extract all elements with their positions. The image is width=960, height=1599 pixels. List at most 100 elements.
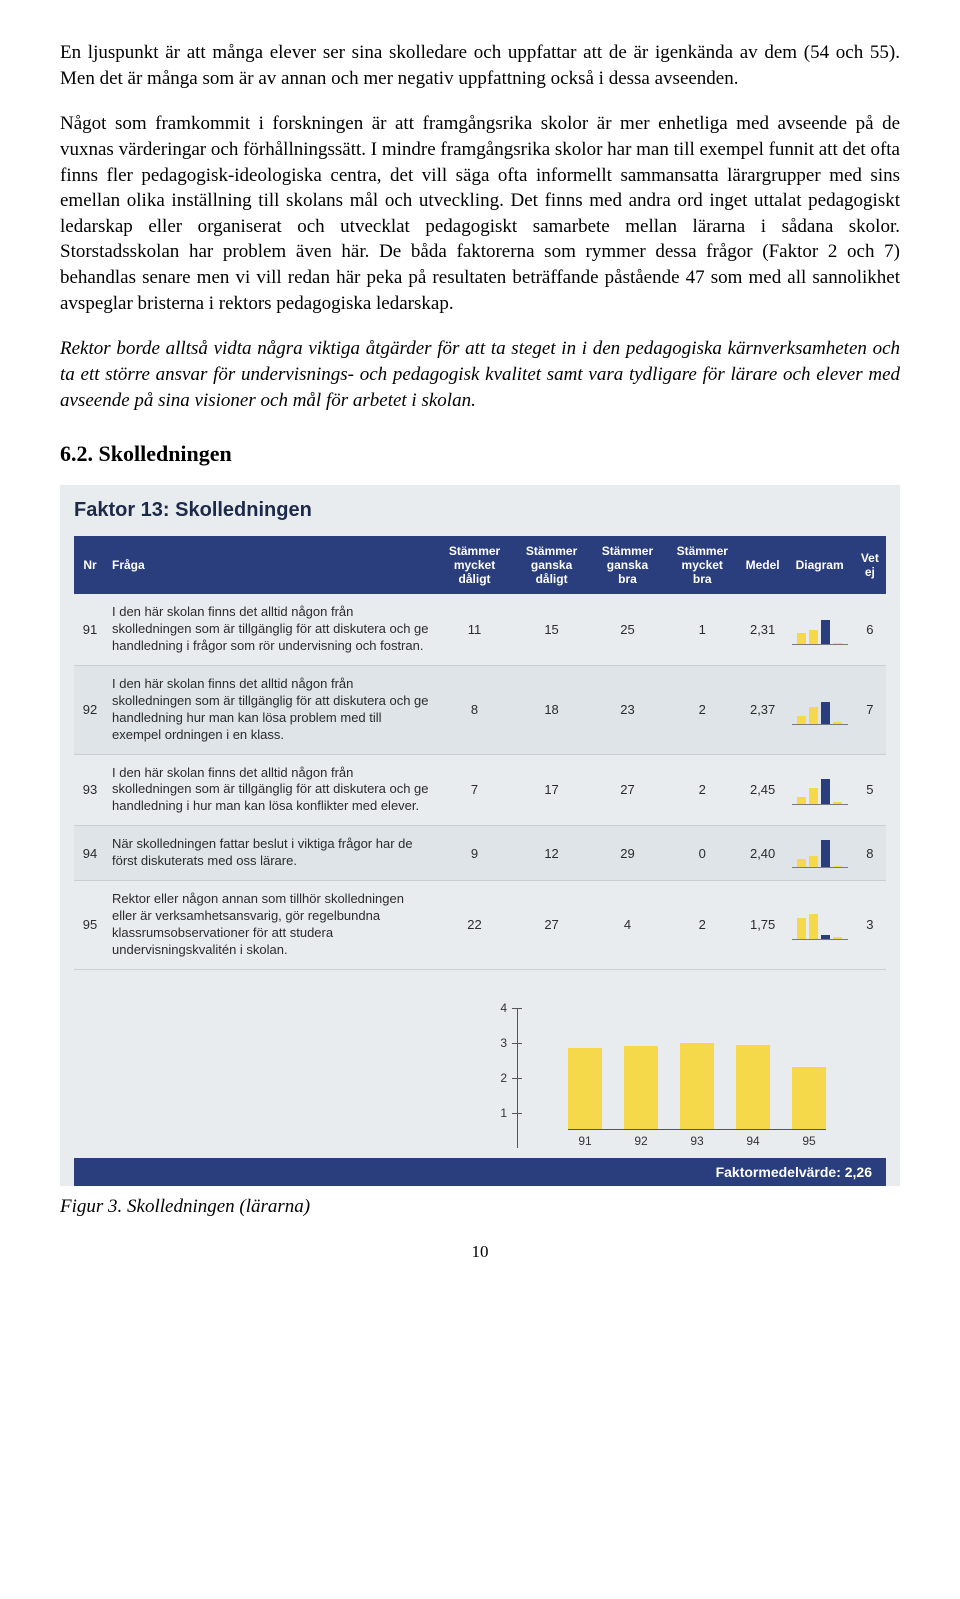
table-row: 92I den här skolan finns det alltid någo…: [74, 666, 886, 755]
mini-chart: [792, 775, 848, 805]
mini-bar: [809, 630, 818, 644]
th-c1: Stämmer mycket dåligt: [436, 536, 513, 594]
summary-chart: 1234 91 92 93 94 95: [490, 990, 826, 1148]
th-diagram: Diagram: [786, 536, 854, 594]
cell-nr: 95: [74, 881, 106, 970]
summary-x-label: 93: [680, 1134, 714, 1148]
summary-bar: [736, 1045, 770, 1129]
mini-bar: [809, 788, 818, 804]
factor-footer: Faktormedelvärde: 2,26: [74, 1158, 886, 1186]
y-tick: [512, 1113, 522, 1114]
mini-bar: [797, 918, 806, 939]
cell-c2: 12: [513, 826, 590, 881]
summary-x-label: 94: [736, 1134, 770, 1148]
summary-x-label: 95: [792, 1134, 826, 1148]
summary-x-label: 91: [568, 1134, 602, 1148]
cell-vet: 7: [854, 666, 886, 755]
mini-bar: [833, 937, 842, 939]
figure-caption: Figur 3. Skolledningen (lärarna): [60, 1196, 900, 1218]
mini-bar: [821, 840, 830, 867]
cell-diagram: [786, 754, 854, 826]
y-tick-label: 4: [500, 1001, 507, 1015]
cell-c4: 0: [665, 826, 740, 881]
cell-c3: 27: [590, 754, 665, 826]
cell-diagram: [786, 594, 854, 665]
cell-c4: 1: [665, 594, 740, 665]
paragraph-3: Rektor borde alltså vidta några viktiga …: [60, 336, 900, 413]
summary-bar-col: [736, 1045, 770, 1129]
mini-bar: [833, 866, 842, 867]
mini-chart: [792, 838, 848, 868]
th-medel: Medel: [740, 536, 786, 594]
table-row: 95Rektor eller någon annan som tillhör s…: [74, 881, 886, 970]
mini-bar: [809, 914, 818, 939]
cell-c1: 7: [436, 754, 513, 826]
summary-bar-col: [624, 1046, 658, 1129]
mini-bar: [797, 859, 806, 867]
cell-vet: 8: [854, 826, 886, 881]
cell-question: I den här skolan finns det alltid någon …: [106, 754, 436, 826]
factor-table: Nr Fråga Stämmer mycket dåligt Stämmer g…: [74, 536, 886, 969]
factor-box: Faktor 13: Skolledningen Nr Fråga Stämme…: [60, 485, 900, 1185]
cell-c4: 2: [665, 881, 740, 970]
cell-nr: 93: [74, 754, 106, 826]
cell-question: Rektor eller någon annan som tillhör sko…: [106, 881, 436, 970]
cell-c2: 15: [513, 594, 590, 665]
y-tick-label: 3: [500, 1036, 507, 1050]
section-heading: 6.2. Skolledningen: [60, 441, 900, 467]
cell-c3: 29: [590, 826, 665, 881]
cell-medel: 2,40: [740, 826, 786, 881]
mini-bar: [821, 702, 830, 723]
th-nr: Nr: [74, 536, 106, 594]
cell-diagram: [786, 826, 854, 881]
y-axis: 1234: [490, 1008, 518, 1148]
y-tick: [512, 1043, 522, 1044]
mini-bar: [833, 722, 842, 724]
y-tick-label: 1: [500, 1106, 507, 1120]
cell-c3: 4: [590, 881, 665, 970]
th-fraga: Fråga: [106, 536, 436, 594]
paragraph-2: Något som framkommit i forskningen är at…: [60, 111, 900, 316]
cell-question: I den här skolan finns det alltid någon …: [106, 594, 436, 665]
summary-bar-col: [568, 1048, 602, 1129]
cell-medel: 1,75: [740, 881, 786, 970]
cell-vet: 6: [854, 594, 886, 665]
cell-vet: 5: [854, 754, 886, 826]
cell-c2: 27: [513, 881, 590, 970]
cell-c3: 23: [590, 666, 665, 755]
cell-c1: 8: [436, 666, 513, 755]
cell-nr: 94: [74, 826, 106, 881]
th-c3: Stämmer ganska bra: [590, 536, 665, 594]
cell-c1: 11: [436, 594, 513, 665]
cell-diagram: [786, 881, 854, 970]
mini-chart: [792, 695, 848, 725]
cell-c2: 18: [513, 666, 590, 755]
mini-chart: [792, 910, 848, 940]
th-vet: Vet ej: [854, 536, 886, 594]
summary-bar: [568, 1048, 602, 1129]
mini-bar: [821, 935, 830, 939]
page-number: 10: [60, 1242, 900, 1262]
factor-title: Faktor 13: Skolledningen: [74, 499, 886, 522]
mini-bar: [821, 620, 830, 643]
summary-x-label: 92: [624, 1134, 658, 1148]
cell-c4: 2: [665, 754, 740, 826]
cell-vet: 3: [854, 881, 886, 970]
cell-medel: 2,37: [740, 666, 786, 755]
cell-nr: 91: [74, 594, 106, 665]
mini-bar: [821, 779, 830, 804]
mini-bar: [833, 643, 842, 644]
mini-bar: [809, 707, 818, 724]
mini-chart: [792, 615, 848, 645]
cell-c4: 2: [665, 666, 740, 755]
summary-bar: [792, 1067, 826, 1128]
th-c4: Stämmer mycket bra: [665, 536, 740, 594]
mini-bar: [797, 797, 806, 804]
cell-nr: 92: [74, 666, 106, 755]
y-tick: [512, 1078, 522, 1079]
cell-diagram: [786, 666, 854, 755]
th-c2: Stämmer ganska dåligt: [513, 536, 590, 594]
mini-bar: [833, 802, 842, 804]
mini-bar: [797, 716, 806, 723]
paragraph-1: En ljuspunkt är att många elever ser sin…: [60, 40, 900, 91]
